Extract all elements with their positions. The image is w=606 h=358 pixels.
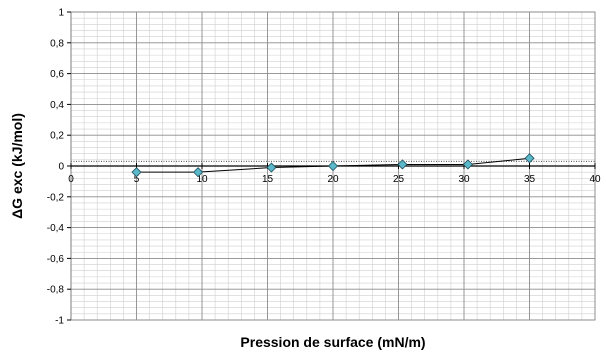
- data-point-marker: [524, 153, 535, 164]
- y-tick-label: -0,6: [47, 254, 65, 265]
- x-tick-label: 30: [458, 174, 470, 185]
- x-tick-label: 10: [196, 174, 208, 185]
- data-point-marker: [327, 160, 339, 172]
- y-tick-label: -0,2: [47, 192, 65, 203]
- y-tick-label: 0,8: [50, 38, 64, 49]
- y-tick-label: -0,4: [47, 223, 65, 234]
- y-tick-label: -0,8: [47, 285, 65, 296]
- y-tick-label: 0,4: [50, 100, 64, 111]
- data-point-marker: [131, 167, 142, 178]
- y-tick-label: 0,2: [50, 131, 64, 142]
- x-tick-label: 0: [68, 174, 74, 185]
- x-tick-label: 25: [393, 174, 405, 185]
- x-axis-title: Pression de surface (mN/m): [240, 334, 425, 350]
- series: [131, 153, 535, 178]
- x-tick-label: 15: [262, 174, 274, 185]
- x-tick-label: 40: [589, 174, 601, 185]
- data-point-marker: [462, 159, 473, 170]
- y-tick-label: 1: [58, 8, 64, 19]
- y-tick-label: -1: [55, 316, 64, 327]
- data-point-marker: [266, 162, 277, 173]
- y-tick-label: 0,6: [50, 69, 64, 80]
- y-tick-label: 0: [58, 162, 64, 173]
- x-tick-label: 35: [524, 174, 536, 185]
- data-point-marker: [397, 159, 408, 170]
- x-tick-label: 20: [327, 174, 339, 185]
- data-point-marker: [193, 167, 204, 178]
- y-tick-labels: 10,80,60,40,20-0,2-0,4-0,6-0,8-1: [47, 8, 71, 327]
- x-tick-label: 5: [134, 174, 140, 185]
- y-axis-title: ΔG exc (kJ/mol): [9, 113, 25, 219]
